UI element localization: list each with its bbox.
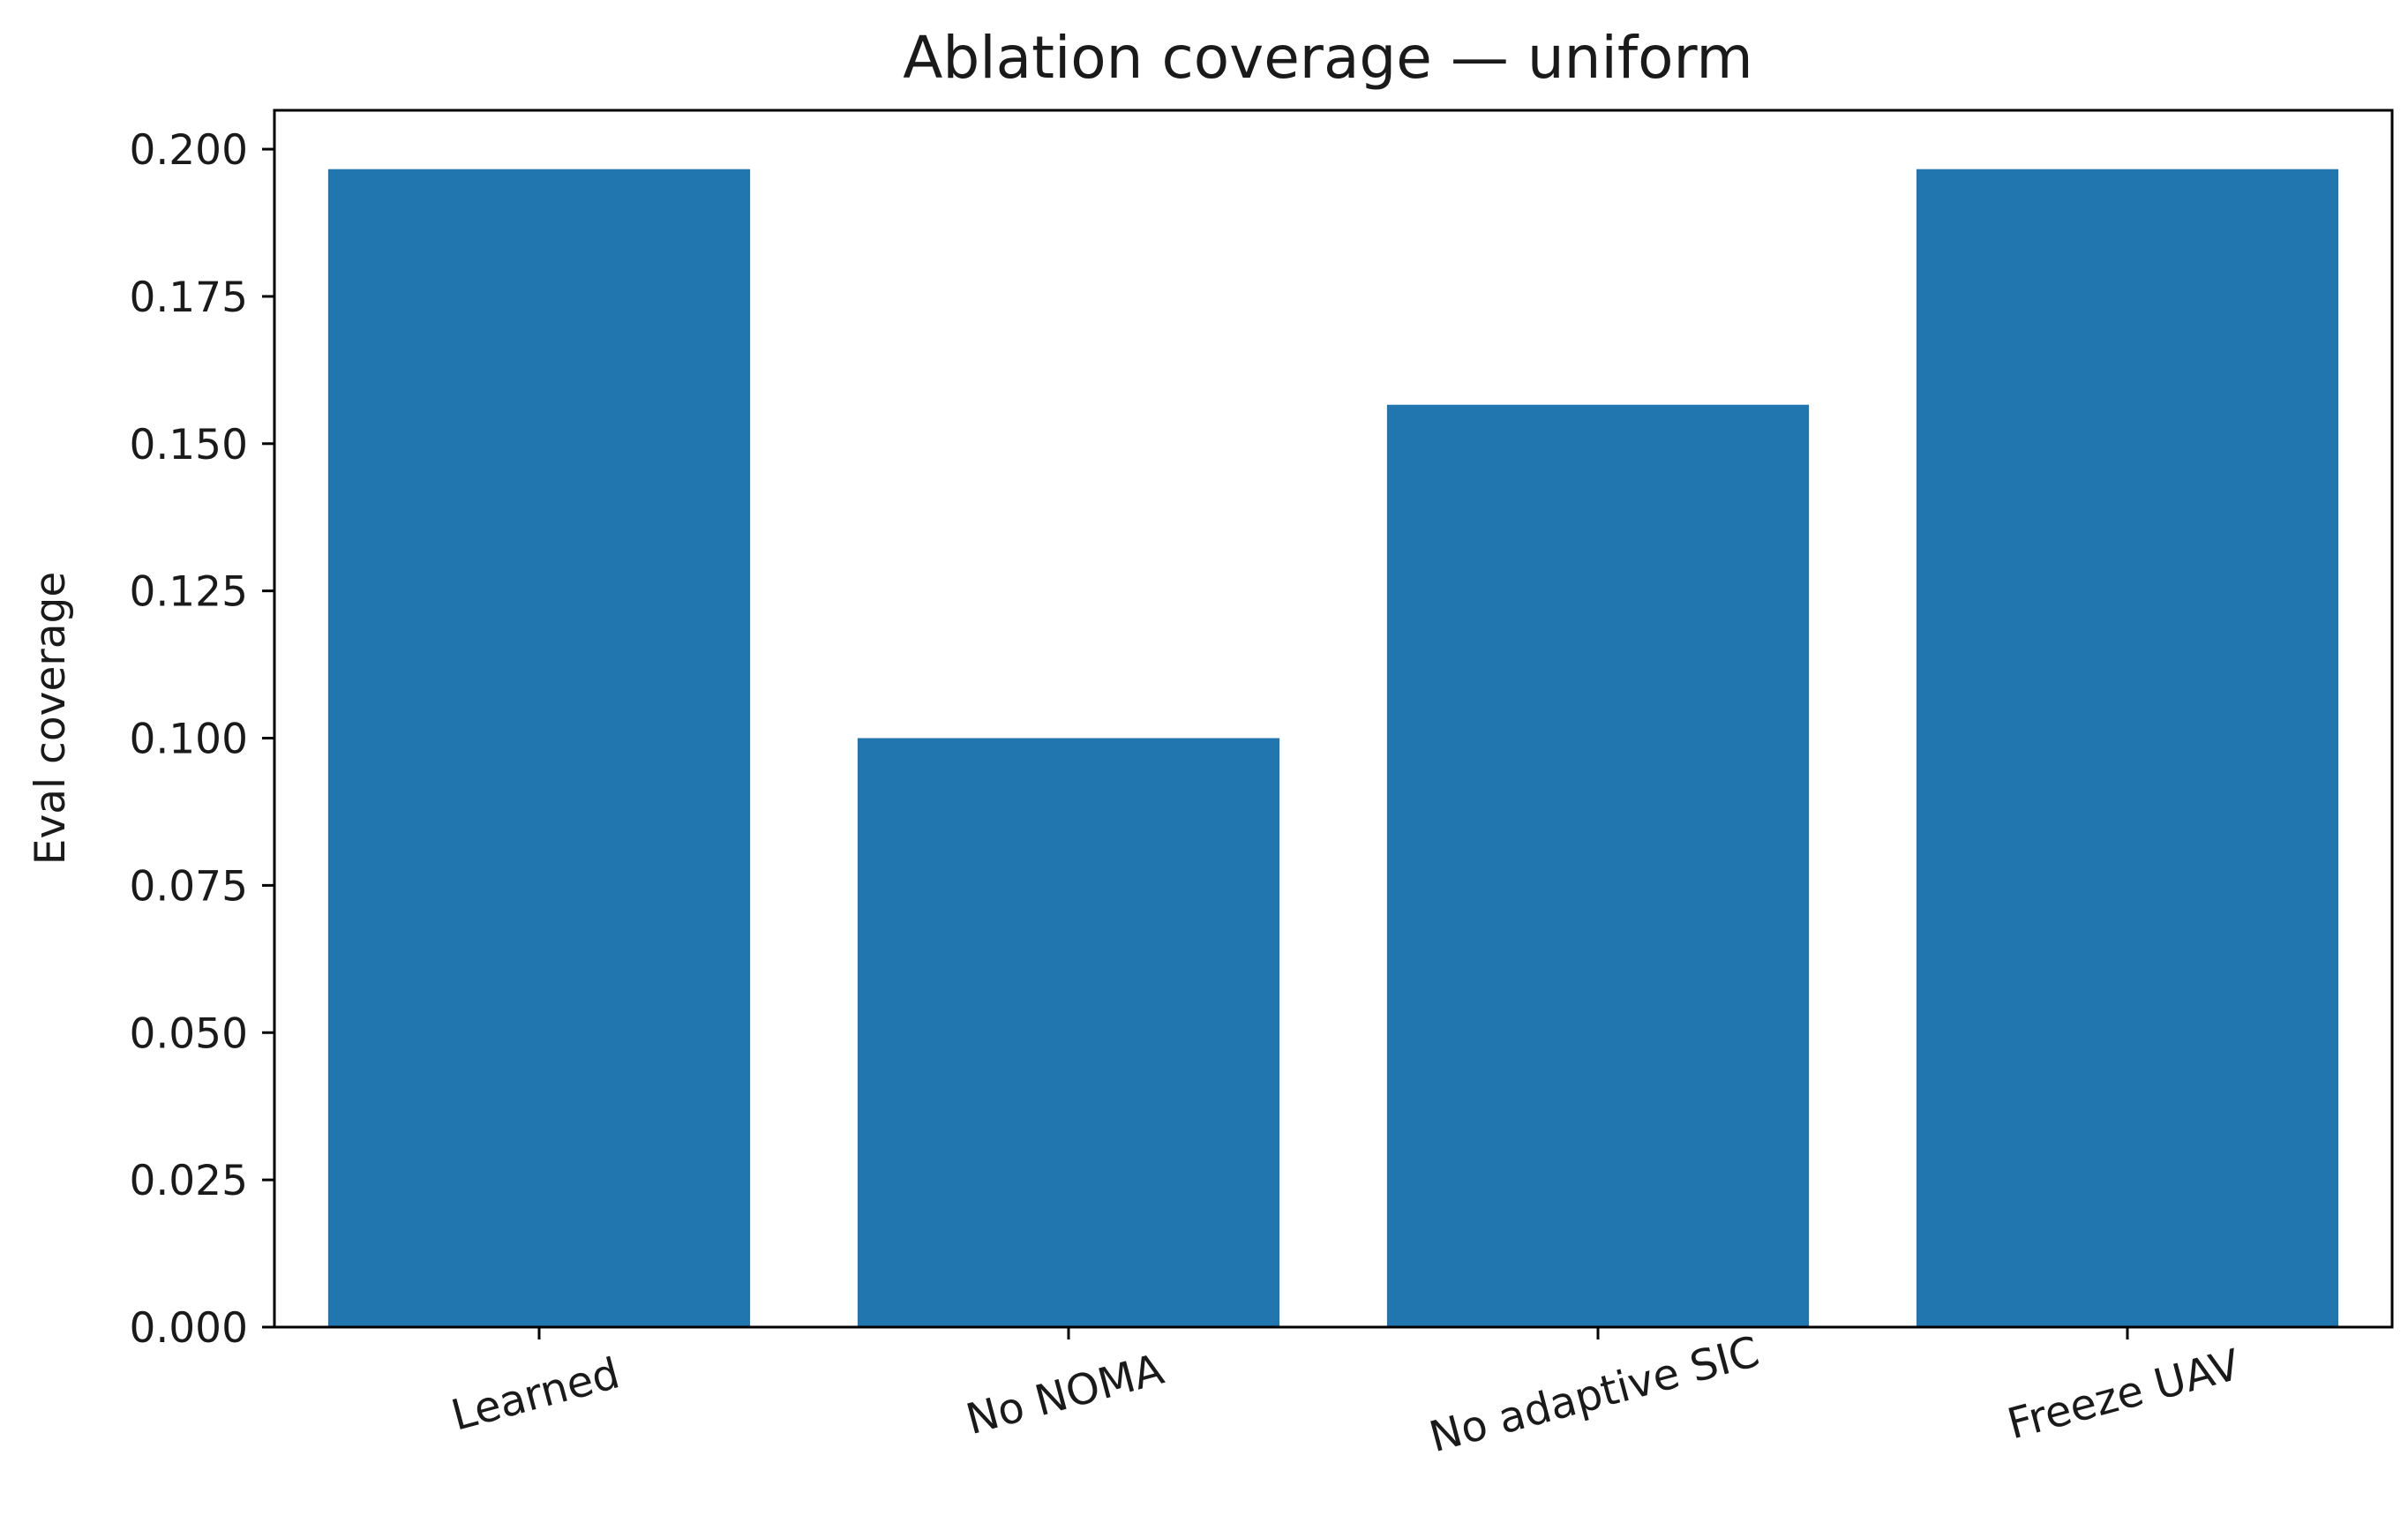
x-tick-label: Freeze UAV [2002,1340,2245,1450]
x-tick-label: No NOMA [961,1345,1168,1444]
y-tick-label: 0.200 [129,126,248,175]
y-tick-label: 0.150 [129,421,248,469]
bar-2 [857,738,1280,1327]
y-axis: 0.000 0.025 0.050 0.075 0.100 0.125 0.150 0.175… [129,126,274,1353]
y-tick-label: 0.100 [129,716,248,764]
bar-3 [1386,404,1810,1328]
bars-group [327,169,2339,1328]
y-tick-label: 0.175 [129,274,248,322]
y-tick-label: 0.075 [129,862,248,911]
y-tick-label: 0.125 [129,568,248,617]
y-tick-label: 0.050 [129,1009,248,1058]
y-axis-label: Eval coverage [26,572,75,866]
x-tick-label: Learned [446,1348,625,1440]
y-tick-label: 0.025 [129,1157,248,1205]
bar-4 [1916,169,2339,1328]
x-axis: Learned No NOMA No adaptive SIC Freeze UAV [446,1327,2246,1462]
y-tick-label: 0.000 [129,1304,248,1353]
x-tick-label: No adaptive SIC [1424,1327,1764,1462]
chart-title: Ablation coverage — uniform [903,24,1752,92]
bar-1 [327,169,751,1328]
plot-frame [273,109,2394,1329]
